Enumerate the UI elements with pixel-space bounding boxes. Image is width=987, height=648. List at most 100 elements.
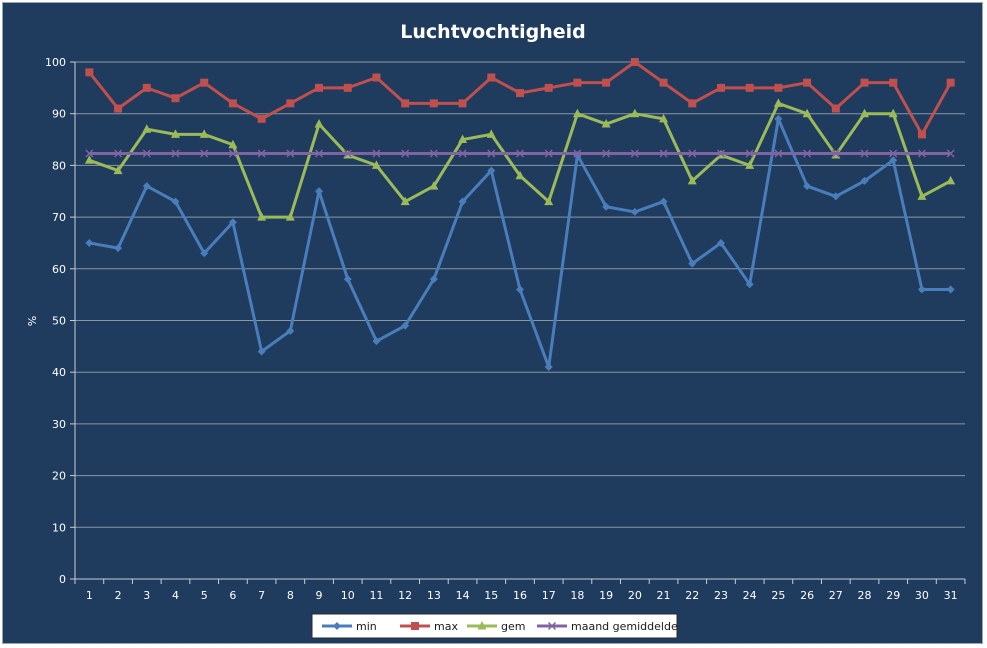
y-axis-label: %	[26, 316, 39, 326]
data-point	[113, 165, 123, 175]
data-point	[630, 149, 639, 158]
data-point	[429, 275, 438, 284]
data-point	[544, 83, 553, 92]
data-point	[745, 280, 754, 289]
y-tick-label: 10	[52, 521, 66, 534]
data-point	[802, 108, 812, 118]
data-point	[946, 149, 955, 158]
data-point	[774, 149, 783, 158]
data-point	[688, 149, 697, 158]
data-point	[888, 108, 898, 118]
data-point	[544, 196, 554, 206]
data-point	[860, 108, 870, 118]
data-point	[228, 99, 237, 108]
data-point	[171, 197, 180, 206]
data-point	[257, 149, 266, 158]
series-maand-gemiddelde	[85, 149, 955, 158]
x-tick-label: 21	[657, 589, 671, 602]
legend-label: min	[356, 620, 377, 633]
data-point	[946, 175, 956, 185]
data-point	[745, 83, 754, 92]
x-tick-label: 20	[628, 589, 642, 602]
data-point	[142, 124, 152, 133]
x-tick-label: 27	[829, 589, 843, 602]
data-point	[889, 149, 898, 158]
data-point	[171, 94, 180, 103]
data-point	[659, 78, 668, 87]
series-line	[88, 101, 952, 219]
data-point	[516, 285, 524, 294]
data-point	[774, 83, 783, 92]
legend-label: maand gemiddelde	[571, 620, 678, 633]
x-tick-label: 9	[316, 589, 323, 602]
legend-label: gem	[501, 620, 525, 633]
data-point	[745, 160, 755, 169]
data-point	[946, 78, 955, 87]
data-point	[114, 149, 123, 158]
data-point	[84, 155, 94, 164]
data-point	[688, 99, 697, 108]
data-point	[170, 129, 180, 138]
data-point	[285, 212, 295, 221]
data-point	[257, 347, 266, 356]
legend-swatch-marker	[333, 622, 341, 630]
data-point	[572, 108, 582, 118]
data-point	[803, 149, 812, 158]
x-tick-label: 18	[570, 589, 584, 602]
data-point	[917, 149, 926, 158]
x-tick-label: 11	[369, 589, 383, 602]
data-point	[716, 83, 725, 92]
data-point	[142, 83, 151, 92]
x-tick-label: 25	[771, 589, 785, 602]
data-point	[659, 113, 669, 123]
x-tick-label: 5	[201, 589, 208, 602]
data-point	[946, 285, 955, 294]
data-point	[286, 326, 295, 335]
y-tick-label: 20	[52, 470, 66, 483]
data-point	[200, 249, 209, 258]
series-layer	[84, 58, 956, 372]
data-point	[343, 149, 352, 158]
data-point	[343, 275, 352, 284]
data-point	[315, 149, 324, 158]
x-tick-label: 29	[886, 589, 900, 602]
data-point	[286, 99, 295, 108]
data-point	[458, 99, 467, 108]
series-line	[89, 117, 951, 369]
data-point	[630, 207, 639, 216]
data-point	[889, 78, 898, 87]
x-tick-label: 6	[229, 589, 236, 602]
y-tick-label: 60	[52, 263, 66, 276]
data-point	[860, 149, 869, 158]
x-tick-label: 10	[341, 589, 355, 602]
x-tick-label: 4	[172, 589, 179, 602]
data-point	[774, 114, 783, 123]
data-point	[487, 149, 496, 158]
data-point	[458, 149, 467, 158]
data-point	[917, 285, 926, 294]
data-point	[199, 129, 209, 138]
data-point	[630, 108, 640, 118]
data-point	[429, 99, 438, 108]
data-point	[515, 170, 525, 180]
data-point	[716, 238, 725, 247]
data-point	[516, 89, 524, 98]
data-point	[372, 73, 381, 82]
data-point	[429, 149, 438, 158]
data-point	[831, 192, 840, 201]
data-point	[142, 182, 151, 191]
series-gem	[84, 98, 956, 221]
data-point	[228, 218, 237, 227]
x-tick-label: 15	[484, 589, 498, 602]
data-point	[401, 321, 410, 330]
data-point	[200, 78, 209, 87]
y-tick-label: 0	[59, 573, 66, 586]
data-point	[371, 160, 381, 169]
data-point	[401, 149, 410, 158]
chart-title: Luchtvochtigheid	[400, 21, 585, 43]
data-point	[257, 212, 267, 221]
data-point	[688, 259, 697, 268]
data-point	[486, 129, 496, 138]
x-tick-label: 31	[944, 589, 958, 602]
data-point	[487, 73, 496, 82]
